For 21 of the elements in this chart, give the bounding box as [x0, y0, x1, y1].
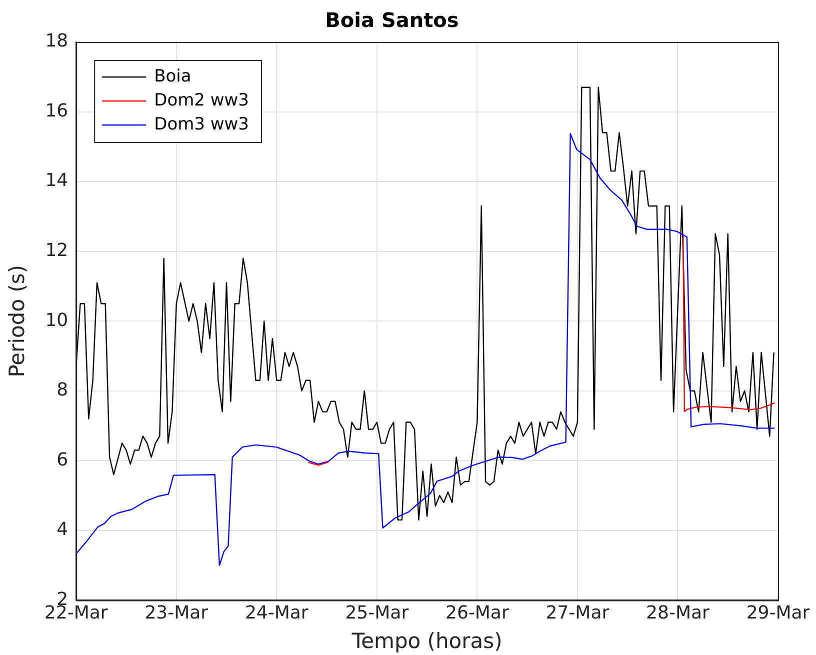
x-tick-label: 29-Mar [746, 602, 810, 624]
y-tick-label: 8 [56, 380, 68, 401]
y-tick-label: 6 [56, 449, 68, 470]
x-tick-label: 23-Mar [144, 602, 209, 624]
x-tick-label: 24-Mar [244, 602, 309, 624]
y-axis-title: Periodo (s) [5, 264, 30, 378]
x-tick-label: 28-Mar [646, 602, 710, 624]
legend-label: Dom2 ww3 [154, 90, 250, 110]
legend-label: Dom3 ww3 [154, 114, 250, 134]
y-tick-label: 16 [45, 100, 68, 122]
x-tick-label: 27-Mar [546, 602, 610, 624]
y-tick-label: 4 [56, 519, 68, 540]
legend-label: Boia [154, 66, 192, 86]
y-tick-label: 10 [45, 310, 68, 331]
x-tick-label: 26-Mar [446, 602, 510, 624]
chart-title: Boia Santos [325, 8, 459, 32]
y-tick-label: 14 [45, 170, 68, 192]
x-axis-title: Tempo (horas) [350, 628, 502, 653]
y-tick-label: 12 [45, 240, 68, 261]
y-tick-label: 18 [45, 30, 68, 52]
x-tick-label: 25-Mar [345, 602, 410, 624]
